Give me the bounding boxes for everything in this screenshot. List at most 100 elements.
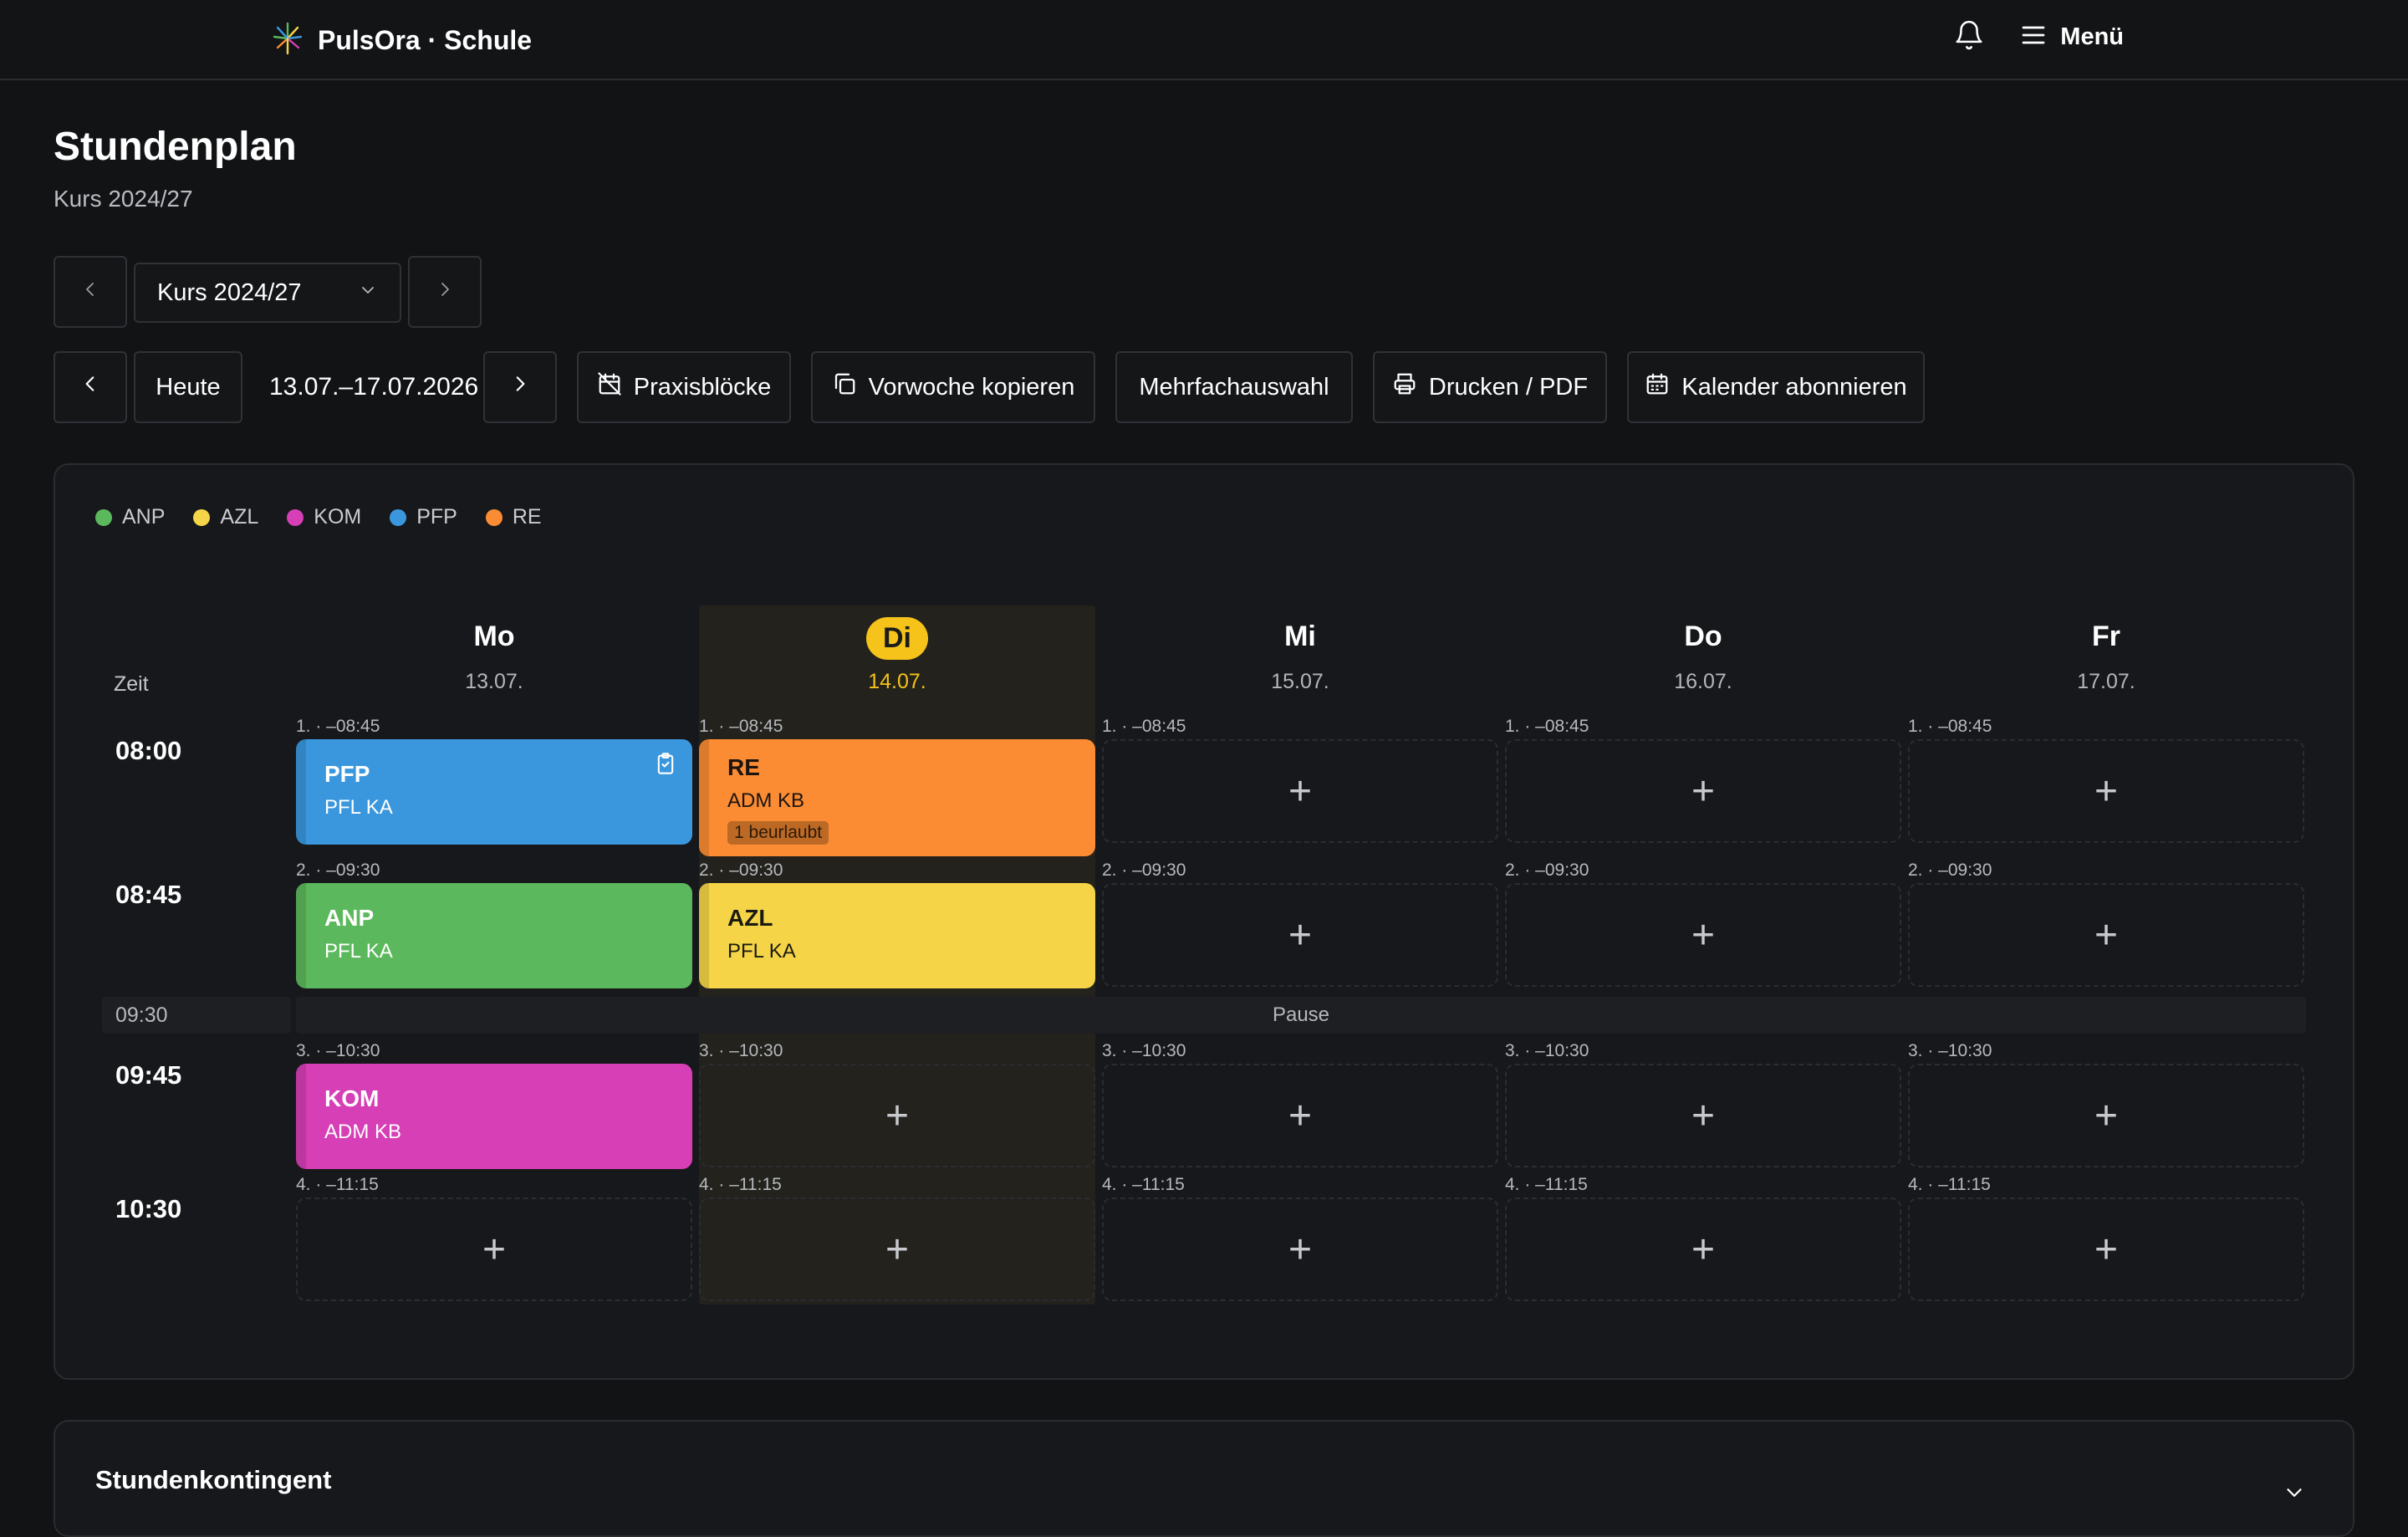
day-date-today: 14.07. xyxy=(868,670,926,693)
day-header-mi: Mi 15.07. xyxy=(1102,620,1498,694)
praxisbloecke-button[interactable]: Praxisblöcke xyxy=(577,351,791,423)
period-time: 08:45 xyxy=(115,880,182,909)
today-button[interactable]: Heute xyxy=(134,351,242,423)
day-name-today: Di xyxy=(866,617,928,660)
lesson-meta: ADM KB xyxy=(324,1121,402,1143)
slot-label: 3. · –10:30 xyxy=(1908,1041,1992,1060)
lesson-card-azl[interactable]: AZL PFL KA xyxy=(699,883,1095,988)
legend-item: RE xyxy=(485,505,542,529)
copy-icon xyxy=(832,371,857,403)
praxisbloecke-label: Praxisblöcke xyxy=(633,373,772,401)
slot-label: 2. · –09:30 xyxy=(296,860,380,880)
legend-dot xyxy=(390,508,407,526)
course-select[interactable]: Kurs 2024/27 xyxy=(134,263,401,323)
copy-previous-week-button[interactable]: Vorwoche kopieren xyxy=(811,351,1095,423)
chevron-down-icon[interactable] xyxy=(2281,1480,2308,1509)
copy-previous-week-label: Vorwoche kopieren xyxy=(868,373,1075,401)
brand[interactable]: PulsOra · Schule xyxy=(271,20,532,61)
period-time: 09:45 xyxy=(115,1060,182,1090)
lesson-subject: ANP xyxy=(324,905,375,931)
legend-dot xyxy=(287,508,304,526)
legend-item: ANP xyxy=(95,505,165,529)
add-lesson-cell[interactable]: + xyxy=(1505,739,1901,843)
multi-select-button[interactable]: Mehrfachauswahl xyxy=(1115,351,1353,423)
subscribe-calendar-button[interactable]: Kalender abonnieren xyxy=(1627,351,1925,423)
slot-label: 2. · –09:30 xyxy=(1908,860,1992,880)
day-name: Fr xyxy=(2092,620,2120,652)
day-date: 16.07. xyxy=(1674,670,1732,693)
day-header-di: Di 14.07. xyxy=(699,617,1095,694)
clipboard-check-icon xyxy=(654,751,677,780)
slot-label: 4. · –11:15 xyxy=(1102,1175,1185,1194)
add-lesson-cell[interactable]: + xyxy=(296,1197,692,1301)
add-lesson-cell[interactable]: + xyxy=(1908,1064,2304,1167)
add-lesson-cell[interactable]: + xyxy=(1908,739,2304,843)
add-lesson-cell[interactable]: + xyxy=(1102,883,1498,987)
lesson-subject: PFP xyxy=(324,761,370,787)
add-lesson-cell[interactable]: + xyxy=(1102,1197,1498,1301)
notifications-button[interactable] xyxy=(1953,18,1985,56)
next-week-button[interactable] xyxy=(483,351,557,423)
legend-item: PFP xyxy=(390,505,457,529)
add-lesson-cell[interactable]: + xyxy=(1102,739,1498,843)
legend-item: KOM xyxy=(287,505,361,529)
lesson-subject: KOM xyxy=(324,1085,380,1111)
prev-week-button[interactable] xyxy=(54,351,127,423)
slot-label: 3. · –10:30 xyxy=(1505,1041,1589,1060)
slot-label: 4. · –11:15 xyxy=(296,1175,379,1194)
slot-label: 4. · –11:15 xyxy=(1908,1175,1991,1194)
slot-label: 1. · –08:45 xyxy=(1505,717,1589,736)
lesson-meta: ADM KB xyxy=(727,789,805,812)
page-subtitle: Kurs 2024/27 xyxy=(54,186,193,212)
legend-item: AZL xyxy=(193,505,258,529)
lesson-card-kom[interactable]: KOM ADM KB xyxy=(296,1064,692,1169)
add-lesson-cell[interactable]: + xyxy=(1505,1197,1901,1301)
print-button[interactable]: Drucken / PDF xyxy=(1373,351,1607,423)
kontingent-card[interactable] xyxy=(54,1420,2354,1537)
lesson-meta: PFL KA xyxy=(727,940,796,963)
logo-icon xyxy=(271,20,304,61)
week-range: 13.07.–17.07.2026 xyxy=(269,373,479,401)
lesson-card-anp[interactable]: ANP PFL KA xyxy=(296,883,692,988)
lesson-subject: RE xyxy=(727,754,760,780)
slot-label: 1. · –08:45 xyxy=(1102,717,1186,736)
add-lesson-cell[interactable]: + xyxy=(699,1197,1095,1301)
slot-label: 1. · –08:45 xyxy=(699,717,783,736)
page-title: Stundenplan xyxy=(54,125,297,169)
add-lesson-cell[interactable]: + xyxy=(1505,883,1901,987)
day-header-do: Do 16.07. xyxy=(1505,620,1901,694)
kontingent-title: Stundenkontingent xyxy=(95,1465,332,1494)
break-row: Pause xyxy=(296,997,2306,1034)
add-lesson-cell[interactable]: + xyxy=(1908,1197,2304,1301)
lesson-card-re[interactable]: RE ADM KB 1 beurlaubt xyxy=(699,739,1095,856)
add-lesson-cell[interactable]: + xyxy=(1908,883,2304,987)
period-time: 10:30 xyxy=(115,1194,182,1223)
slot-label: 4. · –11:15 xyxy=(699,1175,782,1194)
slot-label: 3. · –10:30 xyxy=(699,1041,783,1060)
calendar-icon xyxy=(1645,371,1670,403)
menu-label: Menü xyxy=(2060,23,2124,50)
subscribe-calendar-label: Kalender abonnieren xyxy=(1681,373,1907,401)
add-lesson-cell[interactable]: + xyxy=(1102,1064,1498,1167)
lesson-meta: PFL KA xyxy=(324,796,393,819)
bell-icon xyxy=(1953,18,1985,56)
app-title: PulsOra · Schule xyxy=(318,25,533,55)
day-date: 15.07. xyxy=(1271,670,1329,693)
legend-dot xyxy=(95,508,112,526)
today-button-label: Heute xyxy=(156,373,221,401)
prev-course-button[interactable] xyxy=(54,256,127,328)
add-lesson-cell[interactable]: + xyxy=(699,1064,1095,1167)
next-course-button[interactable] xyxy=(408,256,482,328)
chevron-left-icon xyxy=(80,278,100,306)
lesson-card-pfp[interactable]: PFP PFL KA xyxy=(296,739,692,845)
menu-button[interactable]: Menü xyxy=(2018,20,2124,54)
add-lesson-cell[interactable]: + xyxy=(1505,1064,1901,1167)
printer-icon xyxy=(1392,371,1417,403)
subject-legend: ANP AZL KOM PFP RE xyxy=(95,505,542,529)
day-name: Mo xyxy=(473,620,515,652)
period-time: 08:00 xyxy=(115,736,182,765)
lesson-meta: PFL KA xyxy=(324,940,393,963)
slot-label: 4. · –11:15 xyxy=(1505,1175,1588,1194)
legend-dot xyxy=(485,508,503,526)
lesson-subject: AZL xyxy=(727,905,773,931)
